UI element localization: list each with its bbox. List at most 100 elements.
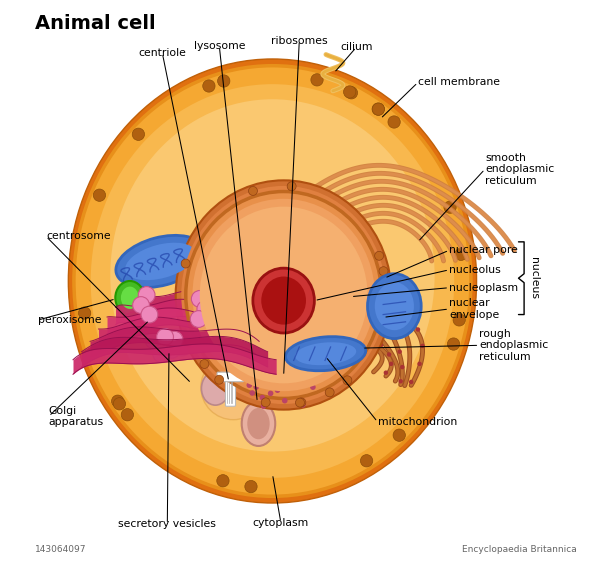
Ellipse shape bbox=[417, 361, 422, 366]
Ellipse shape bbox=[132, 128, 144, 140]
Ellipse shape bbox=[91, 84, 454, 478]
Ellipse shape bbox=[416, 327, 420, 332]
Ellipse shape bbox=[265, 344, 271, 350]
Ellipse shape bbox=[402, 314, 406, 318]
Ellipse shape bbox=[245, 481, 257, 493]
Ellipse shape bbox=[242, 401, 275, 446]
Ellipse shape bbox=[380, 309, 389, 318]
Ellipse shape bbox=[249, 367, 255, 373]
Ellipse shape bbox=[74, 66, 471, 496]
Ellipse shape bbox=[78, 307, 91, 319]
Ellipse shape bbox=[157, 329, 173, 345]
Ellipse shape bbox=[288, 378, 293, 383]
Ellipse shape bbox=[311, 74, 323, 86]
Ellipse shape bbox=[310, 336, 314, 340]
Ellipse shape bbox=[247, 377, 253, 382]
Ellipse shape bbox=[304, 321, 308, 325]
Ellipse shape bbox=[355, 326, 359, 330]
Ellipse shape bbox=[181, 186, 386, 404]
Ellipse shape bbox=[379, 343, 383, 347]
Ellipse shape bbox=[297, 360, 304, 366]
Ellipse shape bbox=[380, 304, 385, 309]
Ellipse shape bbox=[141, 306, 158, 323]
Ellipse shape bbox=[125, 243, 196, 280]
Text: secretory vesicles: secretory vesicles bbox=[118, 519, 216, 529]
Ellipse shape bbox=[259, 395, 265, 400]
Ellipse shape bbox=[207, 299, 235, 330]
Ellipse shape bbox=[400, 365, 405, 369]
Ellipse shape bbox=[186, 192, 381, 398]
Ellipse shape bbox=[367, 334, 371, 338]
Ellipse shape bbox=[331, 317, 335, 321]
Ellipse shape bbox=[444, 201, 456, 214]
Ellipse shape bbox=[398, 379, 403, 383]
Ellipse shape bbox=[316, 334, 320, 338]
Ellipse shape bbox=[261, 277, 306, 325]
Ellipse shape bbox=[253, 384, 259, 390]
Text: lysosome: lysosome bbox=[193, 41, 245, 51]
Ellipse shape bbox=[286, 314, 291, 319]
Ellipse shape bbox=[200, 207, 368, 383]
Text: cytoplasm: cytoplasm bbox=[253, 518, 309, 528]
Ellipse shape bbox=[388, 116, 400, 128]
Ellipse shape bbox=[203, 80, 215, 92]
Ellipse shape bbox=[372, 103, 384, 115]
Ellipse shape bbox=[215, 375, 223, 384]
Ellipse shape bbox=[296, 398, 304, 407]
Ellipse shape bbox=[247, 382, 252, 388]
Ellipse shape bbox=[387, 352, 391, 357]
Ellipse shape bbox=[337, 334, 341, 338]
Ellipse shape bbox=[261, 398, 271, 407]
Ellipse shape bbox=[305, 371, 311, 377]
Text: ribosomes: ribosomes bbox=[271, 35, 327, 46]
Ellipse shape bbox=[325, 388, 334, 397]
Text: mitochondrion: mitochondrion bbox=[378, 417, 457, 427]
Ellipse shape bbox=[375, 282, 414, 330]
Text: centriole: centriole bbox=[138, 48, 186, 58]
Ellipse shape bbox=[350, 336, 354, 340]
Ellipse shape bbox=[280, 305, 285, 309]
Ellipse shape bbox=[300, 298, 305, 303]
Ellipse shape bbox=[111, 395, 124, 407]
Ellipse shape bbox=[110, 99, 435, 451]
Ellipse shape bbox=[201, 355, 266, 420]
Ellipse shape bbox=[133, 297, 149, 314]
Ellipse shape bbox=[121, 409, 133, 421]
Ellipse shape bbox=[153, 345, 171, 362]
Ellipse shape bbox=[300, 365, 306, 370]
Text: nucleoplasm: nucleoplasm bbox=[449, 283, 518, 293]
Ellipse shape bbox=[384, 321, 388, 325]
Ellipse shape bbox=[249, 343, 255, 349]
Ellipse shape bbox=[282, 398, 288, 404]
Ellipse shape bbox=[285, 337, 366, 371]
Ellipse shape bbox=[305, 345, 311, 350]
Ellipse shape bbox=[368, 343, 372, 348]
Ellipse shape bbox=[455, 248, 467, 260]
Ellipse shape bbox=[275, 379, 280, 385]
Ellipse shape bbox=[372, 103, 384, 115]
FancyBboxPatch shape bbox=[225, 370, 236, 406]
Text: peroxisome: peroxisome bbox=[37, 315, 101, 325]
Ellipse shape bbox=[261, 404, 266, 409]
Ellipse shape bbox=[159, 334, 176, 351]
Ellipse shape bbox=[181, 259, 190, 268]
Ellipse shape bbox=[360, 365, 364, 369]
Text: nuclear
envelope: nuclear envelope bbox=[449, 298, 499, 320]
Ellipse shape bbox=[389, 361, 394, 366]
Text: cell membrane: cell membrane bbox=[418, 78, 500, 88]
Ellipse shape bbox=[190, 311, 207, 328]
Ellipse shape bbox=[318, 317, 323, 321]
Ellipse shape bbox=[313, 368, 319, 374]
Ellipse shape bbox=[115, 281, 144, 315]
Ellipse shape bbox=[152, 338, 170, 355]
Text: Encyclopaedia Britannica: Encyclopaedia Britannica bbox=[463, 545, 577, 554]
Ellipse shape bbox=[384, 370, 388, 375]
Ellipse shape bbox=[365, 357, 370, 361]
Ellipse shape bbox=[248, 187, 258, 196]
Ellipse shape bbox=[343, 320, 348, 324]
Text: cilium: cilium bbox=[340, 42, 373, 52]
Ellipse shape bbox=[173, 338, 191, 356]
Ellipse shape bbox=[247, 408, 270, 439]
Ellipse shape bbox=[447, 338, 460, 350]
Ellipse shape bbox=[300, 402, 305, 407]
